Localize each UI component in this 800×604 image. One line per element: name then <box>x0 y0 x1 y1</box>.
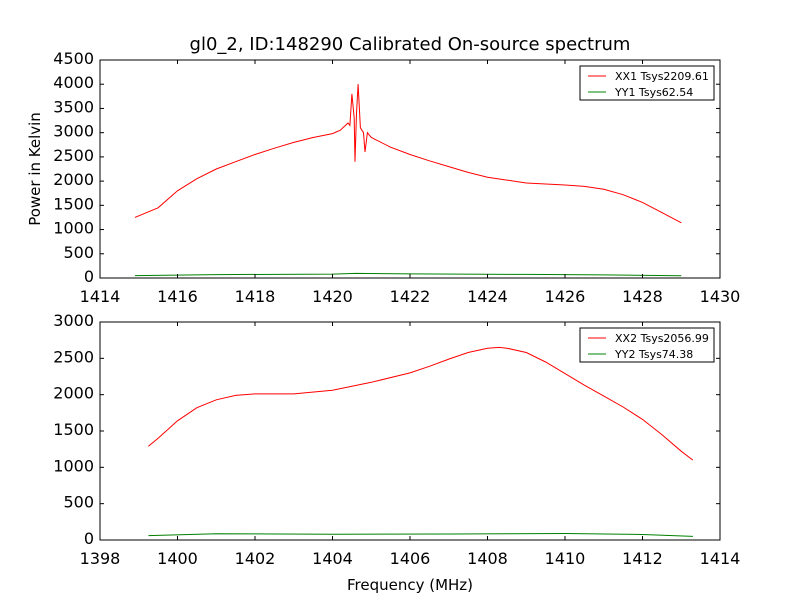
x-tick-label: 1404 <box>312 549 353 568</box>
x-tick-label: 1410 <box>545 549 586 568</box>
y-tick-label: 4500 <box>53 49 94 68</box>
y-tick-label: 0 <box>84 267 94 286</box>
series-line-2-1 <box>148 346 694 461</box>
y-tick-label: 1500 <box>53 420 94 439</box>
y-tick-label: 3500 <box>53 97 94 116</box>
x-tick-label: 1416 <box>157 287 198 306</box>
x-tick-label: 1424 <box>467 287 508 306</box>
y-tick-label: 3000 <box>53 122 94 141</box>
series-line-1-1 <box>134 84 682 224</box>
x-tick-label: 1400 <box>157 549 198 568</box>
x-tick-label: 1426 <box>545 287 586 306</box>
y-tick-label: 0 <box>84 529 94 548</box>
x-axis-label: Frequency (MHz) <box>347 576 473 594</box>
y-tick-label: 2000 <box>53 384 94 403</box>
x-tick-label: 1398 <box>80 549 121 568</box>
x-tick-label: 1402 <box>235 549 276 568</box>
y-tick-label: 1000 <box>53 219 94 238</box>
y-tick-label: 2500 <box>53 347 94 366</box>
legend-box <box>579 327 715 363</box>
series-line-1-2 <box>134 272 682 277</box>
legend-label: YY2 Tsys74.38 <box>614 348 693 361</box>
x-tick-label: 1418 <box>235 287 276 306</box>
series-line-2-2 <box>148 532 693 537</box>
legend-label: YY1 Tsys62.54 <box>614 86 693 99</box>
y-tick-label: 3000 <box>53 311 94 330</box>
chart-title: gl0_2, ID:148290 Calibrated On-source sp… <box>190 34 631 55</box>
y-tick-label: 2500 <box>53 146 94 165</box>
x-tick-label: 1408 <box>467 549 508 568</box>
x-tick-label: 1430 <box>700 287 741 306</box>
legend-box <box>579 65 715 101</box>
x-tick-label: 1406 <box>390 549 431 568</box>
x-tick-label: 1414 <box>700 549 741 568</box>
x-tick-label: 1422 <box>390 287 431 306</box>
y-tick-label: 1500 <box>53 194 94 213</box>
x-tick-label: 1428 <box>622 287 663 306</box>
x-tick-label: 1412 <box>622 549 663 568</box>
y-tick-label: 500 <box>63 493 94 512</box>
legend-label: XX2 Tsys2056.99 <box>615 332 709 345</box>
y-axis-label: Power in Kelvin <box>26 112 44 226</box>
y-tick-label: 1000 <box>53 456 94 475</box>
legend-label: XX1 Tsys2209.61 <box>615 70 709 83</box>
x-tick-label: 1420 <box>312 287 353 306</box>
y-tick-label: 500 <box>63 243 94 262</box>
y-tick-label: 4000 <box>53 73 94 92</box>
x-tick-label: 1414 <box>80 287 121 306</box>
y-tick-label: 2000 <box>53 170 94 189</box>
